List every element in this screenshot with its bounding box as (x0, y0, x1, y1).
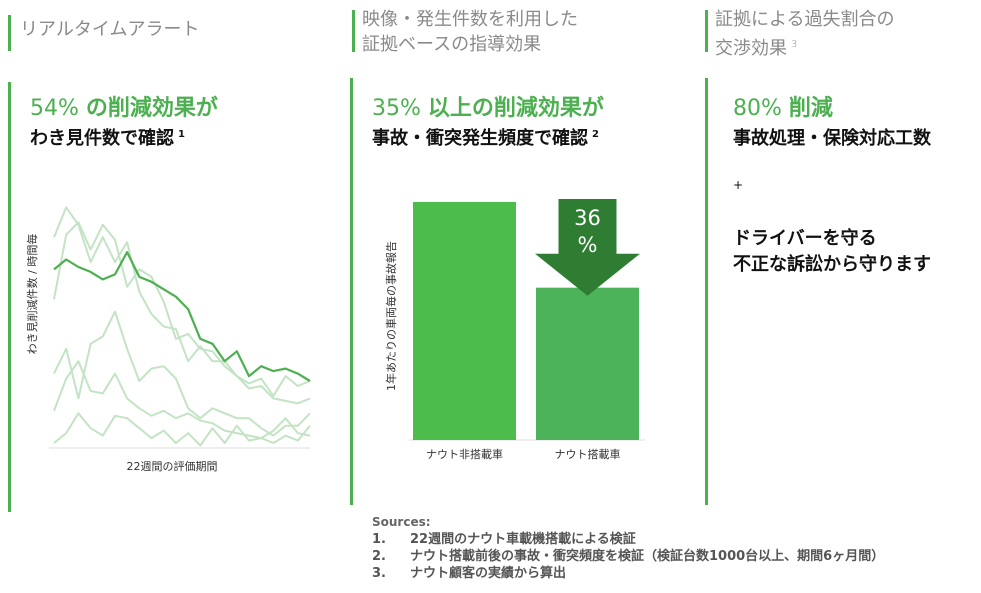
col3-headline-num: 80% (733, 96, 782, 121)
bar-category-label-1: ナウト非搭載車 (426, 447, 503, 461)
line-chart: わき見削減件数 / 時間毎 22週間の評価期間 (25, 206, 311, 473)
col1-body-bar (8, 82, 11, 512)
col3-body-bar (705, 78, 708, 505)
col3-line1: ドライバーを守る (733, 228, 877, 249)
col2-header-bar (352, 10, 355, 52)
col3-line2: 不正な訴訟から守ります (733, 254, 931, 275)
col1-headline-rest: の削減効果が (85, 96, 218, 121)
col1-sub-text: わき見件数で確認 (30, 128, 174, 149)
source-item-1: 1. 22週間のナウト車載機搭載による検証 (372, 531, 884, 548)
series-line-4 (53, 310, 311, 437)
source-num-2: 2. (372, 549, 386, 564)
col3-header-line2: 交渉効果 3 (715, 34, 797, 60)
bar-1 (413, 202, 516, 440)
col3-header-sup: 3 (791, 39, 798, 50)
col1-sup: 1 (178, 129, 185, 140)
series-line-5 (53, 360, 311, 440)
source-text-1: 22週間のナウト車載機搭載による検証 (410, 532, 636, 547)
col2-sub: 事故・衝突発生頻度で確認 2 (372, 124, 599, 150)
col2-sub-text: 事故・衝突発生頻度で確認 (372, 128, 588, 149)
bar-chart: ナウト非搭載車 ナウト搭載車 1年あたりの車両毎の事故報告 36% (384, 199, 645, 461)
col2-header-line1: 映像・発生件数を利用した (362, 9, 578, 30)
col1-headline-num: 54% (30, 96, 79, 121)
col2-sup: 2 (592, 129, 599, 140)
col1-sub: わき見件数で確認 1 (30, 124, 185, 150)
col3-plus: + (733, 178, 744, 192)
sources: Sources: 1. 22週間のナウト車載機搭載による検証 2. ナウト搭載前後の… (372, 515, 884, 582)
col3-headline-rest: 削減 (788, 96, 833, 121)
source-item-3: 3. ナウト顧客の実績から算出 (372, 565, 884, 582)
col1-headline: 54% の削減効果が (30, 90, 218, 122)
col1-header-bar (8, 15, 11, 51)
series-line-3 (53, 221, 311, 405)
series-line-6 (53, 412, 311, 447)
x-axis-label: 22週間の評価期間 (127, 459, 218, 473)
col2-body-bar (350, 78, 353, 505)
col3-sub: 事故処理・保険対応工数 (733, 128, 931, 149)
y-axis-label: わき見削減件数 / 時間毎 (25, 234, 39, 355)
source-num-3: 3. (372, 566, 386, 581)
bar-y-axis-label: 1年あたりの車両毎の事故報告 (384, 241, 398, 391)
col2-headline-rest: 以上の削減効果が (427, 96, 604, 121)
bar-category-label-2: ナウト搭載車 (555, 447, 621, 461)
col2-header-line2: 証拠ベースの指導効果 (362, 34, 542, 55)
col2-headline-num: 35% (372, 96, 421, 121)
bar-2 (536, 287, 639, 440)
col2-headline: 35% 以上の削減効果が (372, 90, 604, 122)
col1-header: リアルタイムアラート (20, 19, 200, 40)
series-line-1 (53, 250, 311, 382)
reduction-value-label: 36 (574, 206, 601, 230)
reduction-percent-label: % (578, 233, 598, 257)
source-text-3: ナウト顧客の実績から算出 (410, 566, 567, 581)
col3-header-line1: 証拠による過失割合の (715, 9, 895, 30)
sources-title: Sources: (372, 515, 431, 529)
source-item-2: 2. ナウト搭載前後の事故・衝突頻度を検証（検証台数1000台以上、期間6ヶ月間） (372, 548, 884, 565)
reduction-arrow (535, 199, 640, 296)
col3-header-bar (705, 10, 708, 52)
col3-headline: 80% 削減 (733, 90, 833, 122)
source-num-1: 1. (372, 532, 386, 547)
source-text-2: ナウト搭載前後の事故・衝突頻度を検証（検証台数1000台以上、期間6ヶ月間） (410, 549, 885, 564)
col3-header-line2-text: 交渉効果 (715, 38, 787, 59)
series-line-2 (53, 206, 311, 397)
